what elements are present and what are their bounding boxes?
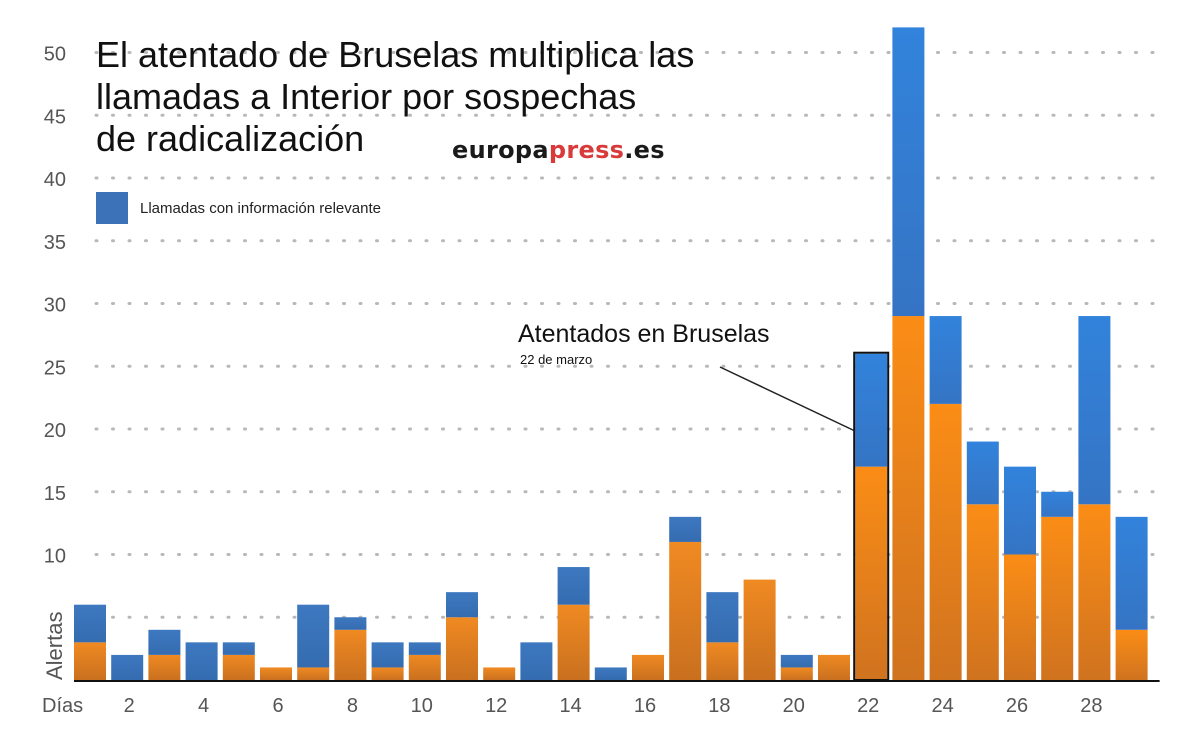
bar-segment-orange <box>260 667 292 680</box>
bar-segment-orange <box>408 654 441 680</box>
bar-segment-blue <box>706 592 739 643</box>
bar-segment-orange <box>1041 516 1074 680</box>
bar-segment-orange <box>818 654 850 680</box>
bar-segment-orange <box>557 604 590 680</box>
bar-segment-orange <box>148 654 181 680</box>
bar-segment-blue <box>966 441 999 505</box>
bars <box>74 27 1148 681</box>
x-tick-label: 8 <box>347 695 358 717</box>
bar-segment-orange <box>222 654 255 680</box>
annotation-title: Atentados en Bruselas <box>518 320 770 348</box>
bar-segment-blue <box>222 642 255 655</box>
bar-segment-orange <box>669 541 702 680</box>
bar-segment-blue <box>148 629 181 655</box>
bar-segment-blue <box>74 604 106 643</box>
y-tick-label: 40 <box>44 169 66 191</box>
bar-segment-blue <box>1004 466 1036 555</box>
x-tick-label: 4 <box>198 695 209 717</box>
bar-segment-orange <box>334 629 367 680</box>
bar-segment-blue <box>1041 491 1074 517</box>
bar-segment-blue <box>1115 516 1148 630</box>
bar-segment-blue <box>557 567 590 605</box>
y-tick-label: 50 <box>44 44 66 66</box>
bar-segment-blue <box>446 592 478 618</box>
x-tick-label: 16 <box>634 695 656 717</box>
chart-title-line-2: llamadas a Interior por sospechas <box>96 76 637 117</box>
chart-title-line-3: de radicalización <box>96 118 365 159</box>
x-axis-label: Días <box>42 695 83 717</box>
y-tick-label: 30 <box>44 295 66 317</box>
x-tick-label: 6 <box>272 695 283 717</box>
x-tick-label: 12 <box>485 695 507 717</box>
source-logo-part3: .es <box>624 136 665 164</box>
bar-segment-orange <box>1078 504 1111 680</box>
x-axis-ticks: 2 4 6 8 10 12 14 16 18 20 22 24 26 28 <box>124 695 1103 717</box>
bar-segment-blue <box>371 642 404 668</box>
bar-segment-blue <box>334 617 367 630</box>
bar-segment-orange <box>483 667 516 680</box>
bar-segment-orange <box>706 642 739 680</box>
y-tick-label: 25 <box>44 357 66 379</box>
bar-segment-blue <box>520 642 553 680</box>
bar-segment-blue <box>408 642 441 655</box>
bar-segment-orange <box>855 466 888 680</box>
annotation-leader-line <box>719 366 856 432</box>
chart-title-line-1: El atentado de Bruselas multiplica las <box>96 34 695 75</box>
bar-segment-blue <box>780 654 813 668</box>
y-axis-label: Alertas <box>42 612 67 680</box>
bar-segment-orange <box>743 579 776 680</box>
x-tick-label: 22 <box>857 695 879 717</box>
bar-segment-blue <box>185 642 218 680</box>
bar-segment-orange <box>780 667 813 680</box>
x-tick-label: 28 <box>1080 695 1102 717</box>
source-logo-part2: press <box>548 136 625 164</box>
bar-segment-orange <box>446 617 478 680</box>
y-tick-label: 20 <box>44 420 66 442</box>
x-tick-label: 18 <box>708 695 730 717</box>
annotation-subtitle: 22 de marzo <box>520 352 593 367</box>
bar-segment-blue <box>855 353 888 467</box>
bar-segment-orange <box>632 654 664 680</box>
bar-segment-orange <box>892 316 925 680</box>
y-tick-label: 35 <box>44 232 66 254</box>
bar-segment-orange <box>1115 629 1148 680</box>
x-tick-label: 24 <box>931 695 953 717</box>
x-tick-label: 14 <box>559 695 581 717</box>
legend-swatch-blue <box>96 192 128 224</box>
x-tick-label: 2 <box>124 695 135 717</box>
chart-title: El atentado de Bruselas multiplica las l… <box>96 34 694 160</box>
legend: Llamadas con información relevante <box>96 192 381 224</box>
x-tick-label: 10 <box>411 695 433 717</box>
bar-segment-blue <box>111 654 144 680</box>
legend-label: Llamadas con información relevante <box>140 199 381 217</box>
bar-segment-orange <box>371 667 404 680</box>
bar-segment-orange <box>297 667 330 680</box>
bar-segment-blue <box>594 667 627 680</box>
bar-segment-orange <box>74 642 106 680</box>
y-axis-ticks: 10 15 20 25 30 35 40 45 50 <box>44 44 66 568</box>
bar-segment-orange <box>929 403 962 680</box>
bar-segment-blue <box>669 516 702 542</box>
y-tick-label: 10 <box>44 546 66 568</box>
bar-segment-orange <box>1004 554 1036 680</box>
x-tick-label: 20 <box>783 695 805 717</box>
y-tick-label: 15 <box>44 483 66 505</box>
bar-segment-orange <box>966 504 999 680</box>
source-logo-part1: europa <box>452 136 549 164</box>
y-tick-label: 45 <box>44 106 66 128</box>
bar-segment-blue <box>892 27 925 317</box>
bar-segment-blue <box>1078 316 1111 505</box>
bar-segment-blue <box>929 316 962 404</box>
x-tick-label: 26 <box>1006 695 1028 717</box>
bar-segment-blue <box>297 604 330 668</box>
source-logo: europapress.es <box>452 136 665 164</box>
